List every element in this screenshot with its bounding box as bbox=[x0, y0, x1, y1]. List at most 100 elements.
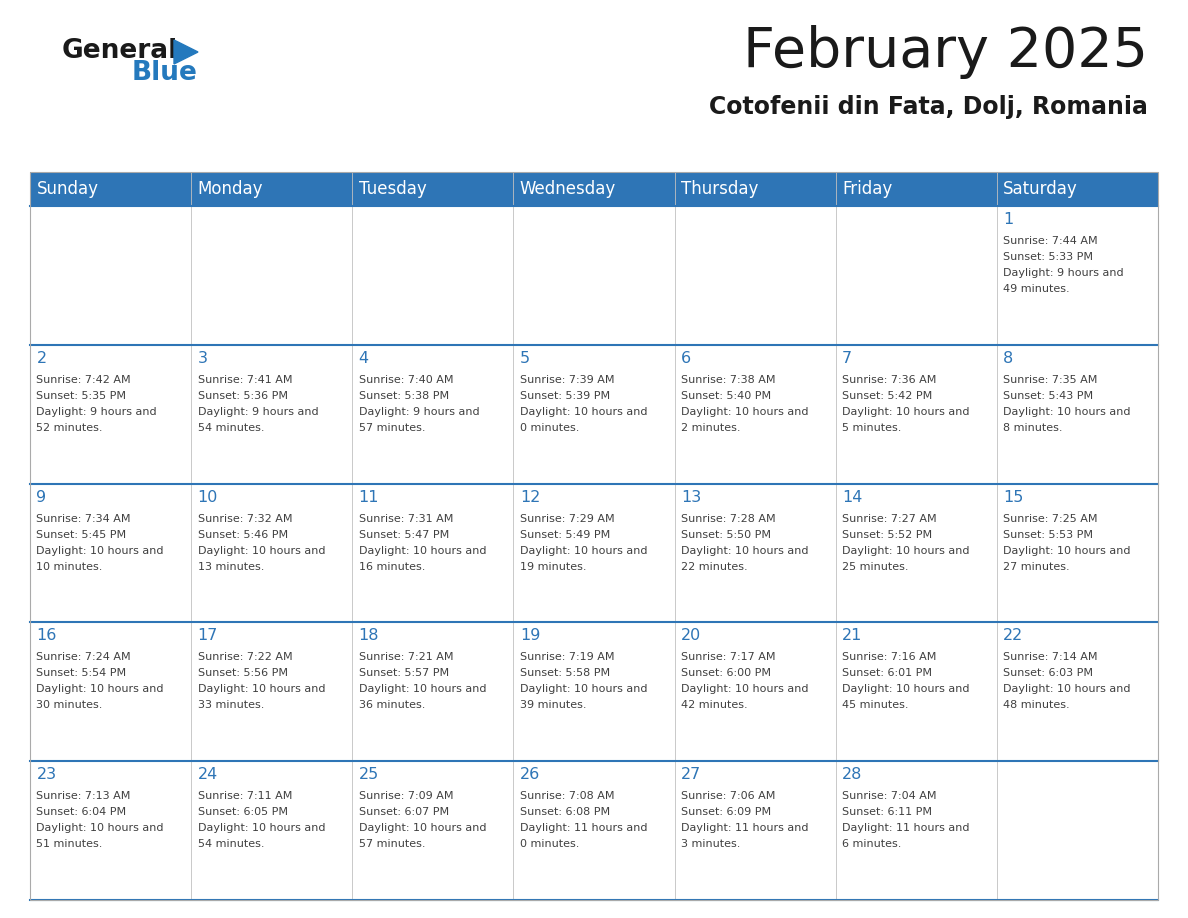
Text: 2: 2 bbox=[37, 351, 46, 365]
Text: Daylight: 10 hours and: Daylight: 10 hours and bbox=[681, 545, 809, 555]
Bar bbox=[30, 206, 191, 345]
Text: Sunset: 5:38 PM: Sunset: 5:38 PM bbox=[359, 391, 449, 401]
Text: 25: 25 bbox=[359, 767, 379, 782]
Text: 22 minutes.: 22 minutes. bbox=[681, 562, 747, 572]
Text: Daylight: 10 hours and: Daylight: 10 hours and bbox=[520, 685, 647, 694]
Text: 27: 27 bbox=[681, 767, 701, 782]
Text: 1: 1 bbox=[1004, 212, 1013, 227]
Text: General: General bbox=[62, 38, 178, 64]
Text: 52 minutes.: 52 minutes. bbox=[37, 423, 103, 432]
Text: 0 minutes.: 0 minutes. bbox=[520, 423, 580, 432]
Bar bbox=[997, 345, 1158, 484]
Text: 12: 12 bbox=[520, 489, 541, 505]
Text: Daylight: 10 hours and: Daylight: 10 hours and bbox=[520, 407, 647, 417]
Text: Sunset: 5:33 PM: Sunset: 5:33 PM bbox=[1004, 252, 1093, 262]
Bar bbox=[675, 484, 835, 622]
Text: Sunrise: 7:06 AM: Sunrise: 7:06 AM bbox=[681, 791, 776, 801]
Text: 3: 3 bbox=[197, 351, 208, 365]
Text: Sunset: 5:53 PM: Sunset: 5:53 PM bbox=[1004, 530, 1093, 540]
Text: Sunset: 5:58 PM: Sunset: 5:58 PM bbox=[520, 668, 609, 678]
Bar bbox=[353, 761, 513, 900]
Text: 14: 14 bbox=[842, 489, 862, 505]
Text: 5: 5 bbox=[520, 351, 530, 365]
Text: 25 minutes.: 25 minutes. bbox=[842, 562, 909, 572]
Text: 30 minutes.: 30 minutes. bbox=[37, 700, 103, 711]
Bar bbox=[513, 761, 675, 900]
Text: Daylight: 10 hours and: Daylight: 10 hours and bbox=[842, 685, 969, 694]
Text: Friday: Friday bbox=[842, 180, 892, 198]
Text: Sunrise: 7:27 AM: Sunrise: 7:27 AM bbox=[842, 513, 937, 523]
Text: 42 minutes.: 42 minutes. bbox=[681, 700, 747, 711]
Text: Sunrise: 7:13 AM: Sunrise: 7:13 AM bbox=[37, 791, 131, 801]
Text: Daylight: 11 hours and: Daylight: 11 hours and bbox=[681, 823, 809, 834]
Text: 8: 8 bbox=[1004, 351, 1013, 365]
Text: Blue: Blue bbox=[132, 60, 198, 86]
Text: Sunrise: 7:19 AM: Sunrise: 7:19 AM bbox=[520, 653, 614, 663]
Text: Daylight: 9 hours and: Daylight: 9 hours and bbox=[1004, 268, 1124, 278]
Text: Sunrise: 7:38 AM: Sunrise: 7:38 AM bbox=[681, 375, 776, 385]
Text: Daylight: 11 hours and: Daylight: 11 hours and bbox=[842, 823, 969, 834]
Text: Sunset: 6:03 PM: Sunset: 6:03 PM bbox=[1004, 668, 1093, 678]
Bar bbox=[191, 622, 353, 761]
Text: Daylight: 9 hours and: Daylight: 9 hours and bbox=[37, 407, 157, 417]
Text: 7: 7 bbox=[842, 351, 852, 365]
Bar bbox=[30, 622, 191, 761]
Text: 5 minutes.: 5 minutes. bbox=[842, 423, 902, 432]
Text: 51 minutes.: 51 minutes. bbox=[37, 839, 103, 849]
Text: Sunrise: 7:17 AM: Sunrise: 7:17 AM bbox=[681, 653, 776, 663]
Text: Sunset: 5:49 PM: Sunset: 5:49 PM bbox=[520, 530, 611, 540]
Text: Sunset: 5:57 PM: Sunset: 5:57 PM bbox=[359, 668, 449, 678]
Text: Sunset: 5:42 PM: Sunset: 5:42 PM bbox=[842, 391, 933, 401]
Text: Sunset: 5:36 PM: Sunset: 5:36 PM bbox=[197, 391, 287, 401]
Bar bbox=[353, 345, 513, 484]
Text: Cotofenii din Fata, Dolj, Romania: Cotofenii din Fata, Dolj, Romania bbox=[709, 95, 1148, 119]
Bar bbox=[353, 484, 513, 622]
Text: 23: 23 bbox=[37, 767, 57, 782]
Text: 16 minutes.: 16 minutes. bbox=[359, 562, 425, 572]
Text: 19: 19 bbox=[520, 629, 541, 644]
Text: Sunset: 5:40 PM: Sunset: 5:40 PM bbox=[681, 391, 771, 401]
Text: 10 minutes.: 10 minutes. bbox=[37, 562, 103, 572]
Text: Wednesday: Wednesday bbox=[520, 180, 617, 198]
Text: Daylight: 10 hours and: Daylight: 10 hours and bbox=[681, 685, 809, 694]
Text: Daylight: 10 hours and: Daylight: 10 hours and bbox=[681, 407, 809, 417]
Text: Sunrise: 7:28 AM: Sunrise: 7:28 AM bbox=[681, 513, 776, 523]
Text: Sunrise: 7:25 AM: Sunrise: 7:25 AM bbox=[1004, 513, 1098, 523]
Text: Sunset: 6:09 PM: Sunset: 6:09 PM bbox=[681, 807, 771, 817]
Bar bbox=[513, 484, 675, 622]
Text: Sunset: 5:39 PM: Sunset: 5:39 PM bbox=[520, 391, 609, 401]
Bar bbox=[30, 172, 1158, 900]
Text: 26: 26 bbox=[520, 767, 541, 782]
Bar bbox=[513, 345, 675, 484]
Text: 2 minutes.: 2 minutes. bbox=[681, 423, 740, 432]
Text: Daylight: 10 hours and: Daylight: 10 hours and bbox=[37, 823, 164, 834]
Text: 0 minutes.: 0 minutes. bbox=[520, 839, 580, 849]
Text: Sunrise: 7:42 AM: Sunrise: 7:42 AM bbox=[37, 375, 131, 385]
Text: Saturday: Saturday bbox=[1004, 180, 1078, 198]
Text: Daylight: 10 hours and: Daylight: 10 hours and bbox=[197, 685, 326, 694]
Bar bbox=[675, 206, 835, 345]
Text: Daylight: 10 hours and: Daylight: 10 hours and bbox=[1004, 545, 1131, 555]
Text: Sunrise: 7:31 AM: Sunrise: 7:31 AM bbox=[359, 513, 453, 523]
Bar bbox=[835, 206, 997, 345]
Text: Sunrise: 7:41 AM: Sunrise: 7:41 AM bbox=[197, 375, 292, 385]
Text: Sunset: 6:04 PM: Sunset: 6:04 PM bbox=[37, 807, 127, 817]
Text: Sunset: 6:08 PM: Sunset: 6:08 PM bbox=[520, 807, 609, 817]
Text: Sunset: 5:54 PM: Sunset: 5:54 PM bbox=[37, 668, 127, 678]
Text: Daylight: 9 hours and: Daylight: 9 hours and bbox=[197, 407, 318, 417]
Text: 18: 18 bbox=[359, 629, 379, 644]
Bar bbox=[191, 206, 353, 345]
Bar bbox=[30, 484, 191, 622]
Text: Sunrise: 7:35 AM: Sunrise: 7:35 AM bbox=[1004, 375, 1098, 385]
Text: 8 minutes.: 8 minutes. bbox=[1004, 423, 1063, 432]
Bar bbox=[835, 761, 997, 900]
Text: Sunrise: 7:29 AM: Sunrise: 7:29 AM bbox=[520, 513, 614, 523]
Text: 10: 10 bbox=[197, 489, 217, 505]
Text: 36 minutes.: 36 minutes. bbox=[359, 700, 425, 711]
Text: Daylight: 10 hours and: Daylight: 10 hours and bbox=[359, 545, 486, 555]
Text: 54 minutes.: 54 minutes. bbox=[197, 839, 264, 849]
Polygon shape bbox=[173, 40, 198, 64]
Text: Sunset: 6:11 PM: Sunset: 6:11 PM bbox=[842, 807, 933, 817]
Bar bbox=[30, 345, 191, 484]
Bar bbox=[513, 206, 675, 345]
